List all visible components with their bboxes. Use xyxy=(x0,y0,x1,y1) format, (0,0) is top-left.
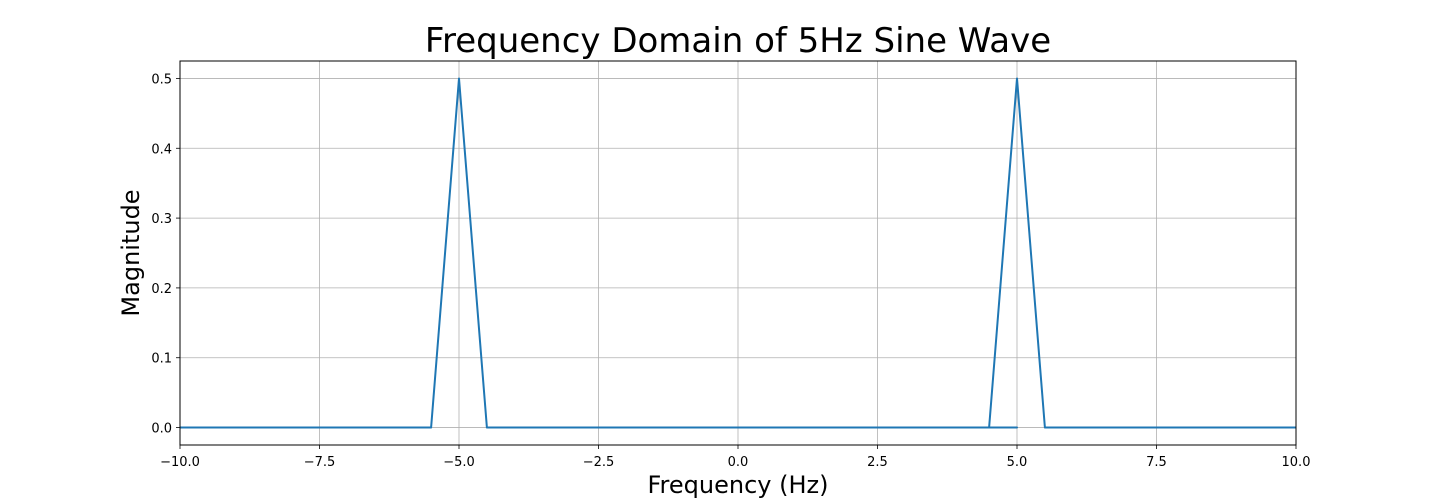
ticks: −10.0 −7.5 −5.0 −2.5 0.0 2.5 5.0 7.5 10.0 0.0 0.1 0… xyxy=(151,72,1310,470)
x-tick-label: −5.0 xyxy=(443,455,475,470)
grid-lines xyxy=(179,61,1297,445)
x-tick-label: 10.0 xyxy=(1282,455,1311,470)
chart-title: Frequency Domain of 5Hz Sine Wave xyxy=(425,21,1051,61)
y-tick-label: 0.4 xyxy=(151,142,172,157)
y-tick-label: 0.5 xyxy=(151,72,172,87)
y-tick-label: 0.0 xyxy=(151,422,172,437)
x-tick-label: 0.0 xyxy=(728,455,749,470)
x-tick-label: −10.0 xyxy=(160,455,200,470)
y-tick-label: 0.1 xyxy=(151,352,172,367)
y-axis-title: Magnitude xyxy=(117,189,145,316)
series-line xyxy=(180,77,1296,429)
y-tick-label: 0.3 xyxy=(151,212,172,227)
x-tick-label: −7.5 xyxy=(304,455,336,470)
x-tick-label: 2.5 xyxy=(867,455,888,470)
x-tick-label: 7.5 xyxy=(1146,455,1167,470)
series-layer xyxy=(180,77,1296,429)
y-tick-label: 0.2 xyxy=(151,282,172,297)
x-tick-label: 5.0 xyxy=(1007,455,1028,470)
x-tick-label: −2.5 xyxy=(583,455,615,470)
x-axis-title: Frequency (Hz) xyxy=(648,471,829,499)
